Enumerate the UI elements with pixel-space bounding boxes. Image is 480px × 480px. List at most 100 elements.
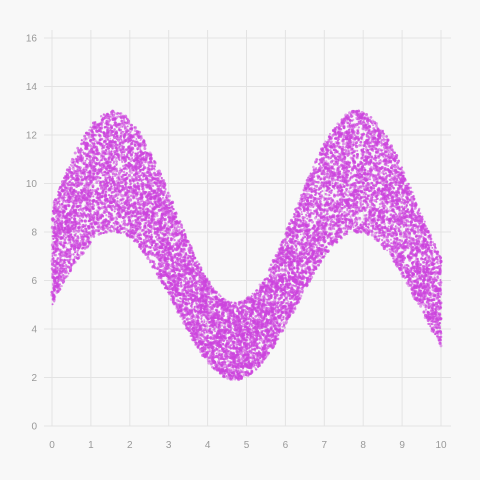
scatter-point [433,276,436,279]
scatter-point [372,124,375,127]
scatter-point [407,220,410,223]
scatter-point [274,274,278,277]
scatter-point [308,187,311,190]
scatter-point [131,157,134,160]
scatter-point [212,298,215,301]
scatter-point [122,219,126,223]
scatter-point [183,255,187,259]
scatter-point [69,189,72,192]
scatter-point [437,307,440,311]
scatter-point [119,198,123,202]
scatter-point [94,145,98,149]
scatter-point [424,308,428,311]
scatter-point [368,205,372,209]
points-layer [50,109,443,382]
scatter-point [85,216,88,219]
scatter-point [173,226,176,229]
scatter-point [172,243,176,247]
scatter-point [423,261,426,264]
scatter-point [159,231,162,234]
scatter-point [345,189,348,192]
scatter-point [414,275,418,278]
scatter-point [377,162,380,166]
scatter-point [215,352,218,355]
scatter-point [101,174,104,177]
scatter-point [83,134,87,138]
scatter-point [413,232,416,236]
scatter-point [121,160,124,164]
scatter-point [195,313,199,317]
scatter-point [158,175,161,178]
scatter-point [203,331,206,334]
scatter-point [364,216,368,220]
scatter-point [346,179,350,183]
scatter-point [183,269,186,272]
scatter-point [284,320,288,324]
scatter-point [150,233,153,236]
scatter-point [143,147,147,151]
scatter-point [354,144,359,149]
scatter-point [431,241,434,244]
scatter-point [139,247,142,250]
scatter-point [415,257,418,261]
scatter-point [243,313,247,317]
scatter-point [338,208,342,211]
scatter-point [326,212,329,216]
scatter-point [51,303,54,306]
scatter-point [382,169,385,173]
scatter-point [306,217,309,220]
scatter-point [298,199,302,202]
scatter-point [367,223,371,226]
scatter-point [279,243,283,247]
scatter-point [300,211,303,213]
scatter-point [72,253,75,256]
scatter-point [249,317,252,321]
scatter-point [412,197,416,200]
scatter-point [72,217,76,221]
scatter-point [113,121,117,125]
scatter-point [254,314,258,318]
scatter-point [272,329,275,332]
scatter-point [129,123,133,127]
scatter-point [370,189,373,192]
scatter-point [417,302,421,305]
scatter-point [315,215,318,218]
scatter-point [306,247,309,250]
scatter-point [329,220,333,223]
scatter-point [160,261,164,266]
scatter-point [269,263,273,267]
scatter-point [167,212,171,216]
scatter-point [388,248,391,251]
scatter-point [390,242,393,245]
scatter-point [255,362,258,365]
scatter-point [101,137,104,141]
scatter-point [332,236,335,239]
scatter-point [121,221,123,223]
scatter-point [113,229,116,233]
scatter-point [439,278,442,282]
scatter-point [386,216,389,219]
scatter-point [319,239,322,242]
scatter-point [61,274,65,277]
scatter-point [84,204,87,207]
scatter-point [239,353,242,356]
scatter-point [190,306,193,309]
scatter-point [335,199,339,203]
scatter-point [299,233,302,236]
scatter-point [78,218,81,222]
scatter-point [293,307,296,310]
scatter-point [417,234,421,238]
scatter-point [364,113,369,117]
scatter-point [203,319,206,322]
scatter-point [146,255,150,258]
scatter-point [173,239,176,242]
scatter-point [326,217,329,220]
scatter-point [327,155,330,158]
scatter-point [330,189,334,192]
scatter-point [127,122,131,125]
scatter-point [128,198,133,202]
scatter-point [83,184,86,187]
scatter-point [76,229,80,233]
scatter-point [385,135,388,138]
